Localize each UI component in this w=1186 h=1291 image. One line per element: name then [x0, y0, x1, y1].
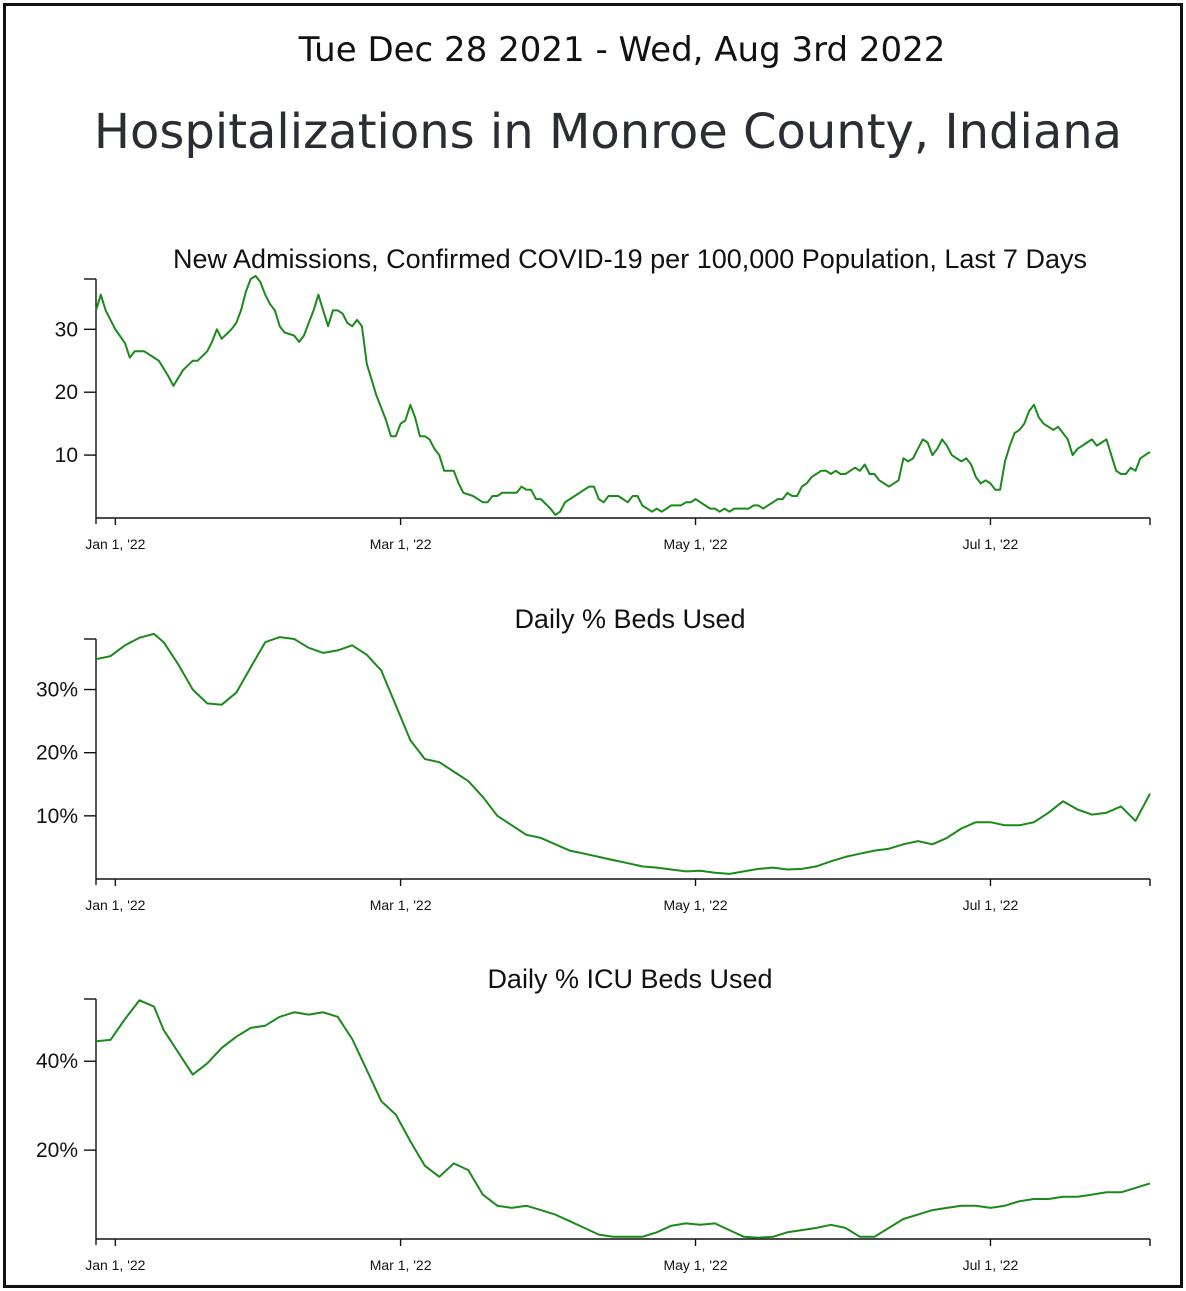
chart-2-y-tick-label: 30% — [36, 679, 78, 702]
chart-1-x-tick-label: Mar 1, '22 — [370, 536, 432, 552]
chart-2-x-tick-label: Mar 1, '22 — [370, 897, 432, 913]
chart-2-title: Daily % Beds Used — [514, 604, 745, 634]
chart-3-series-line — [95, 999, 1151, 1239]
chart-1-y-tick-label: 30 — [55, 318, 78, 341]
chart-3-y-tick-label: 20% — [36, 1139, 78, 1162]
chart-1-x-tick-label: May 1, '22 — [663, 536, 727, 552]
chart-2-x-tick-label: Jul 1, '22 — [963, 897, 1019, 913]
chart-1-x-tick-label: Jan 1, '22 — [85, 536, 145, 552]
chart-3-x-tick-label: Jul 1, '22 — [963, 1257, 1019, 1273]
chart-3-y-tick-label: 40% — [36, 1050, 78, 1073]
chart-1-y-tick-label: 10 — [55, 444, 78, 467]
chart-3-x-tick-label: Mar 1, '22 — [370, 1257, 432, 1273]
chart-1-series-line — [95, 274, 1151, 516]
chart-3-x-tick-label: Jan 1, '22 — [85, 1257, 145, 1273]
chart-2-x-tick-label: Jan 1, '22 — [85, 897, 145, 913]
page-title: Hospitalizations in Monroe County, India… — [93, 104, 1123, 160]
chart-3-x-tick-label: May 1, '22 — [663, 1257, 727, 1273]
chart-2-series-line — [95, 632, 1151, 875]
figure-frame — [3, 3, 1183, 1288]
chart-2-y-tick-label: 20% — [36, 742, 78, 765]
chart-1-y-tick-label: 20 — [55, 381, 78, 404]
chart-2-x-tick-label: May 1, '22 — [663, 897, 727, 913]
chart-2-y-tick-label: 10% — [36, 805, 78, 828]
chart-1-x-tick-label: Jul 1, '22 — [963, 536, 1019, 552]
date-range-label: Tue Dec 28 2021 - Wed, Aug 3rd 2022 — [298, 30, 946, 70]
chart-1-title: New Admissions, Confirmed COVID-19 per 1… — [173, 244, 1087, 274]
chart-3-title: Daily % ICU Beds Used — [487, 964, 772, 994]
